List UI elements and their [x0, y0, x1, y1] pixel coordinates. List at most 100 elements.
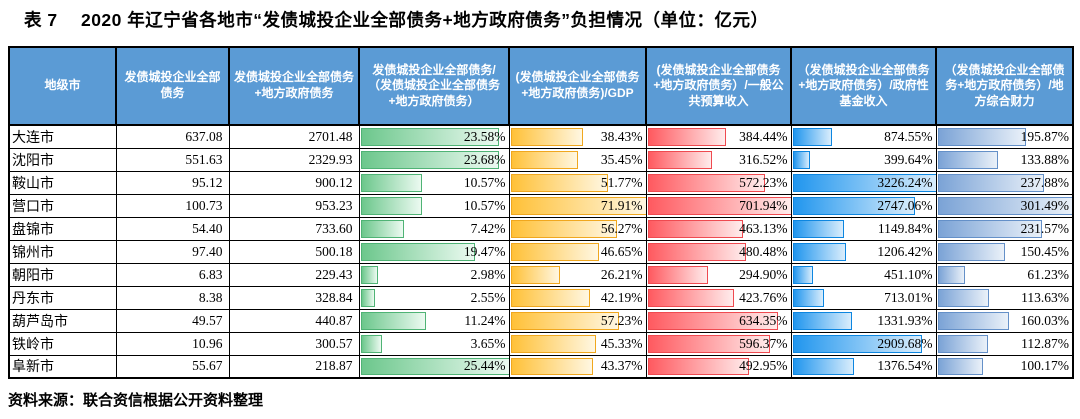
bar-value: 195.87% [1020, 128, 1069, 144]
cell-debt-share: 3.65% [358, 331, 510, 356]
green-data-bar [360, 288, 376, 307]
bar-value: 100.17% [1020, 358, 1069, 374]
steel-data-bar [937, 150, 998, 169]
bar-value: 2.55% [470, 289, 506, 305]
bar-value: 701.94% [739, 197, 788, 213]
header-cv-debt: 发债城投企业全部债务 [115, 46, 230, 126]
blue-data-bar [792, 219, 844, 238]
blue-data-bar [792, 242, 847, 261]
cell-to-fund: 1331.93% [790, 308, 937, 333]
bar-value: 1376.54% [877, 358, 933, 374]
table-title: 表 7 2020 年辽宁省各地市“发债城投企业全部债务+地方政府债务”负担情况（… [24, 10, 769, 30]
red-data-bar [647, 128, 727, 146]
cell-to-budget: 384.44% [645, 124, 792, 149]
cell-to-budget: 316.52% [645, 147, 792, 172]
bar-value: 43.37% [600, 358, 643, 374]
cell-debt-share: 10.57% [358, 170, 510, 195]
bar-value: 480.48% [739, 243, 788, 259]
cell-cv-debt: 95.12 [115, 170, 230, 195]
red-data-bar [647, 334, 770, 353]
cell-city: 锦州市 [8, 239, 117, 264]
yellow-data-bar [510, 242, 599, 261]
bar-value: 316.52% [739, 151, 788, 167]
bar-value: 133.88% [1020, 151, 1069, 167]
cell-city: 盘锦市 [8, 216, 117, 241]
header-row: 地级市 发债城投企业全部债务 发债城投企业全部债务+地方政府债务 发债城投企业全… [8, 46, 1074, 126]
cell-to-fund: 1376.54% [790, 354, 937, 379]
bar-value: 19.47% [463, 243, 506, 259]
blue-data-bar [792, 334, 923, 353]
cell-to-budget: 294.90% [645, 262, 792, 287]
bar-value: 11.24% [464, 312, 506, 328]
cell-cv-debt: 55.67 [115, 354, 230, 379]
red-data-bar [647, 357, 749, 375]
blue-data-bar [792, 173, 935, 192]
table-row: 铁岭市 10.96 300.57 3.65% 45.33% 596.37% 29… [8, 331, 1074, 356]
bar-value: 2909.68% [877, 335, 933, 351]
bar-value: 56.27% [600, 220, 643, 236]
table-row: 营口市 100.73 953.23 10.57% 71.91% 701.94% … [8, 193, 1074, 218]
bar-value: 384.44% [739, 128, 788, 144]
cell-to-gdp: 57.23% [508, 308, 647, 333]
cell-to-fiscal: 195.87% [935, 124, 1074, 149]
cell-cv-debt: 637.08 [115, 124, 230, 149]
red-data-bar [647, 288, 735, 307]
steel-data-bar [937, 334, 989, 353]
bar-value: 492.95% [739, 358, 788, 374]
yellow-data-bar [510, 128, 584, 146]
cell-to-fiscal: 100.17% [935, 354, 1074, 379]
cell-cv-debt: 10.96 [115, 331, 230, 356]
red-data-bar [647, 265, 708, 284]
cell-total-debt: 328.84 [228, 285, 360, 310]
red-data-bar [647, 150, 713, 169]
cell-to-budget: 596.37% [645, 331, 792, 356]
bar-value: 1149.84% [877, 220, 933, 236]
bar-value: 112.87% [1021, 335, 1069, 351]
cell-to-fiscal: 301.49% [935, 193, 1074, 218]
cell-to-budget: 463.13% [645, 216, 792, 241]
steel-data-bar [937, 219, 1042, 238]
cell-to-gdp: 42.19% [508, 285, 647, 310]
bar-value: 1331.93% [877, 312, 933, 328]
green-data-bar [360, 334, 382, 353]
bar-value: 237.88% [1020, 174, 1069, 190]
cell-to-fund: 2747.06% [790, 193, 937, 218]
green-data-bar [360, 265, 378, 284]
header-debt-share: 发债城投企业全部债务/（发债城投企业全部债务+地方政府债务） [358, 46, 510, 126]
header-total-debt: 发债城投企业全部债务+地方政府债务 [228, 46, 360, 126]
cell-to-fiscal: 150.45% [935, 239, 1074, 264]
cell-to-gdp: 38.43% [508, 124, 647, 149]
green-data-bar [360, 242, 475, 261]
bar-value: 3.65% [470, 335, 506, 351]
bar-value: 231.57% [1020, 220, 1069, 236]
cell-cv-debt: 97.40 [115, 239, 230, 264]
cell-city: 沈阳市 [8, 147, 117, 172]
yellow-data-bar [510, 173, 609, 192]
bar-value: 2747.06% [877, 197, 933, 213]
bar-value: 23.58% [463, 128, 506, 144]
cell-city: 鞍山市 [8, 170, 117, 195]
cell-to-fund: 2909.68% [790, 331, 937, 356]
bar-value: 160.03% [1020, 312, 1069, 328]
cell-cv-debt: 54.40 [115, 216, 230, 241]
cell-total-debt: 900.12 [228, 170, 360, 195]
yellow-data-bar [510, 219, 617, 238]
cell-debt-share: 23.58% [358, 124, 510, 149]
cell-city: 大连市 [8, 124, 117, 149]
steel-data-bar [937, 242, 1006, 261]
bar-value: 150.45% [1020, 243, 1069, 259]
blue-data-bar [792, 311, 852, 330]
cell-debt-share: 25.44% [358, 354, 510, 379]
steel-data-bar [937, 265, 966, 284]
bar-value: 51.77% [600, 174, 643, 190]
cell-to-fiscal: 112.87% [935, 331, 1074, 356]
cell-to-gdp: 46.65% [508, 239, 647, 264]
bar-value: 45.33% [600, 335, 643, 351]
cell-debt-share: 10.57% [358, 193, 510, 218]
cell-debt-share: 23.68% [358, 147, 510, 172]
cell-to-fund: 1149.84% [790, 216, 937, 241]
debt-burden-table: 地级市 发债城投企业全部债务 发债城投企业全部债务+地方政府债务 发债城投企业全… [8, 46, 1074, 379]
cell-to-gdp: 45.33% [508, 331, 647, 356]
green-data-bar [360, 196, 423, 215]
cell-to-gdp: 43.37% [508, 354, 647, 379]
